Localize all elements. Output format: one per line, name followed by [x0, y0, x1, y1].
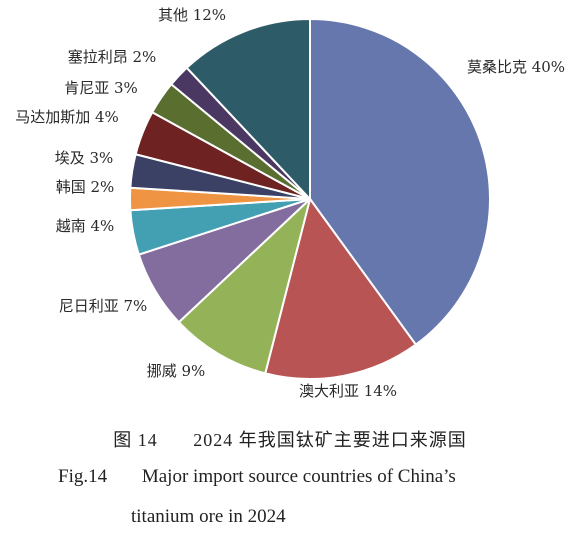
caption-cn-number: 图 14	[113, 430, 158, 450]
slice-label-value: 4%	[90, 108, 119, 126]
slice-label-name: 肯尼亚	[64, 79, 109, 97]
slice-label-name: 澳大利亚	[299, 382, 359, 400]
slice-label-10: 塞拉利昂 2%	[68, 48, 157, 66]
slice-label-name: 韩国	[56, 178, 86, 196]
slice-label-value: 40%	[527, 58, 565, 76]
slice-label-name: 越南	[56, 217, 86, 235]
caption-en-number: Fig.14	[58, 466, 108, 487]
slice-label-name: 马达加斯加	[15, 108, 90, 126]
slice-label-9: 肯尼亚 3%	[64, 79, 138, 97]
figure-caption-english-line2: titanium ore in 2024	[131, 506, 580, 528]
caption-cn-title: 2024 年我国钛矿主要进口来源国	[193, 430, 467, 450]
slice-label-value: 9%	[177, 362, 206, 380]
slice-label-3: 挪威 9%	[147, 362, 206, 380]
slice-label-11: 其他 12%	[158, 6, 226, 24]
slice-label-5: 越南 4%	[56, 217, 115, 235]
caption-en-line2: titanium ore in 2024	[131, 506, 286, 527]
slice-label-7: 埃及 3%	[55, 149, 114, 167]
slice-label-value: 12%	[188, 6, 226, 24]
slice-label-name: 莫桑比克	[467, 58, 527, 76]
pie-labels: 莫桑比克 40%澳大利亚 14%挪威 9%尼日利亚 7%越南 4%韩国 2%埃及…	[15, 6, 565, 400]
slice-label-1: 莫桑比克 40%	[467, 58, 565, 76]
pie-slice-2	[264, 198, 417, 380]
slice-label-4: 尼日利亚 7%	[59, 297, 148, 315]
slice-label-value: 4%	[86, 217, 115, 235]
slice-label-value: 2%	[86, 178, 115, 196]
pie-chart: 莫桑比克 40%澳大利亚 14%挪威 9%尼日利亚 7%越南 4%韩国 2%埃及…	[15, 6, 565, 400]
pie-slice-3	[177, 198, 311, 375]
slice-label-2: 澳大利亚 14%	[299, 382, 397, 400]
slice-label-name: 挪威	[147, 362, 177, 380]
pie-slice-11	[185, 18, 311, 200]
figure-caption-chinese: 图 14 2024 年我国钛矿主要进口来源国	[0, 426, 580, 452]
pie-slices	[129, 18, 491, 380]
slice-label-name: 其他	[158, 6, 188, 24]
slice-label-8: 马达加斯加 4%	[15, 108, 119, 126]
slice-label-name: 尼日利亚	[59, 297, 119, 315]
slice-label-6: 韩国 2%	[56, 178, 115, 196]
caption-en-line1: Major import source countries of China’s	[141, 466, 456, 487]
slice-label-name: 塞拉利昂	[68, 48, 128, 66]
slice-label-value: 2%	[128, 48, 157, 66]
slice-label-value: 14%	[359, 382, 397, 400]
slice-label-name: 埃及	[55, 149, 85, 167]
pie-slice-1	[309, 18, 491, 346]
slice-label-value: 7%	[119, 297, 148, 315]
slice-label-value: 3%	[109, 79, 138, 97]
figure-caption-english: Fig.14 Major import source countries of …	[58, 466, 580, 488]
slice-label-value: 3%	[85, 149, 114, 167]
